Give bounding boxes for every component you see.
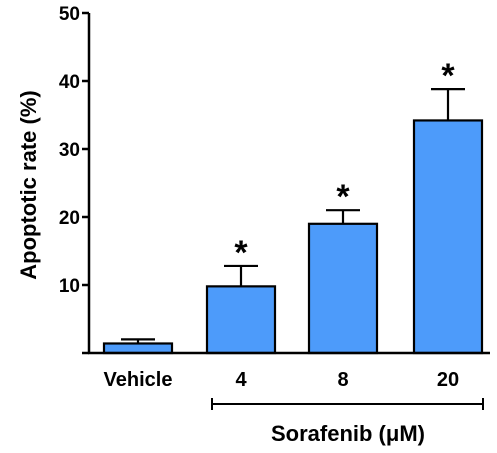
y-axis-title: Apoptotic rate (%) bbox=[16, 90, 41, 279]
x-category-label: 20 bbox=[437, 369, 459, 391]
significance-mark: * bbox=[234, 234, 248, 272]
x-category-label: Vehicle bbox=[104, 369, 173, 391]
group-bracket: Sorafenib (μM) bbox=[211, 398, 484, 446]
bar bbox=[102, 342, 174, 355]
significance-marks: * * * bbox=[234, 57, 455, 272]
bar bbox=[307, 222, 379, 355]
x-category-label: 8 bbox=[337, 369, 348, 391]
y-axis-ticks: 10 20 30 40 50 bbox=[59, 4, 89, 355]
y-tick-label: 30 bbox=[59, 140, 80, 161]
bar bbox=[412, 119, 484, 355]
x-axis-categories: Vehicle 4 8 20 bbox=[104, 369, 460, 391]
bars bbox=[102, 119, 484, 355]
bar bbox=[205, 285, 277, 355]
significance-mark: * bbox=[441, 57, 455, 95]
y-tick-label: 20 bbox=[59, 208, 80, 229]
y-tick-label: 40 bbox=[59, 72, 80, 93]
x-category-label: 4 bbox=[235, 369, 247, 391]
y-tick-label: 10 bbox=[59, 276, 80, 297]
error-bars bbox=[121, 88, 465, 344]
y-tick-label: 50 bbox=[59, 4, 80, 25]
significance-mark: * bbox=[336, 178, 350, 216]
group-label: Sorafenib (μM) bbox=[271, 421, 425, 446]
